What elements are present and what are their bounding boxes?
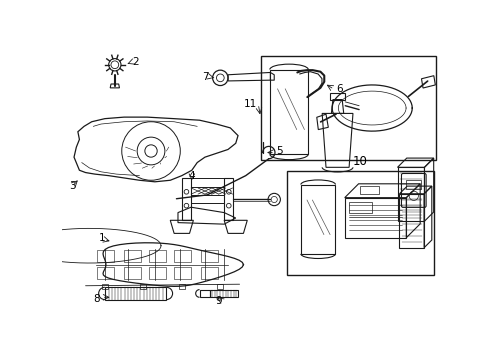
Text: 5: 5 [276,146,283,156]
Bar [97,250,114,262]
Text: 7: 7 [202,72,209,82]
Bar [201,267,218,279]
Bar [102,284,108,289]
Bar [140,284,147,289]
Text: 4: 4 [189,171,195,181]
Bar [149,250,167,262]
Text: 1: 1 [99,233,106,243]
Bar [261,56,436,159]
Bar [179,284,185,289]
Text: 11: 11 [244,99,257,109]
Bar [174,267,191,279]
Bar [201,250,218,262]
Bar [124,267,141,279]
Bar [348,202,372,213]
Bar [360,186,379,194]
Bar [149,267,167,279]
Bar [406,180,421,189]
Text: 8: 8 [93,294,100,304]
Text: 2: 2 [132,58,139,67]
Bar [174,250,191,262]
Text: 10: 10 [353,155,368,168]
Text: 9: 9 [216,296,222,306]
Bar [287,171,434,275]
Text: 6: 6 [336,84,343,94]
Bar [97,267,114,279]
Text: 3: 3 [69,181,76,191]
Bar [124,250,141,262]
Bar [217,284,223,289]
